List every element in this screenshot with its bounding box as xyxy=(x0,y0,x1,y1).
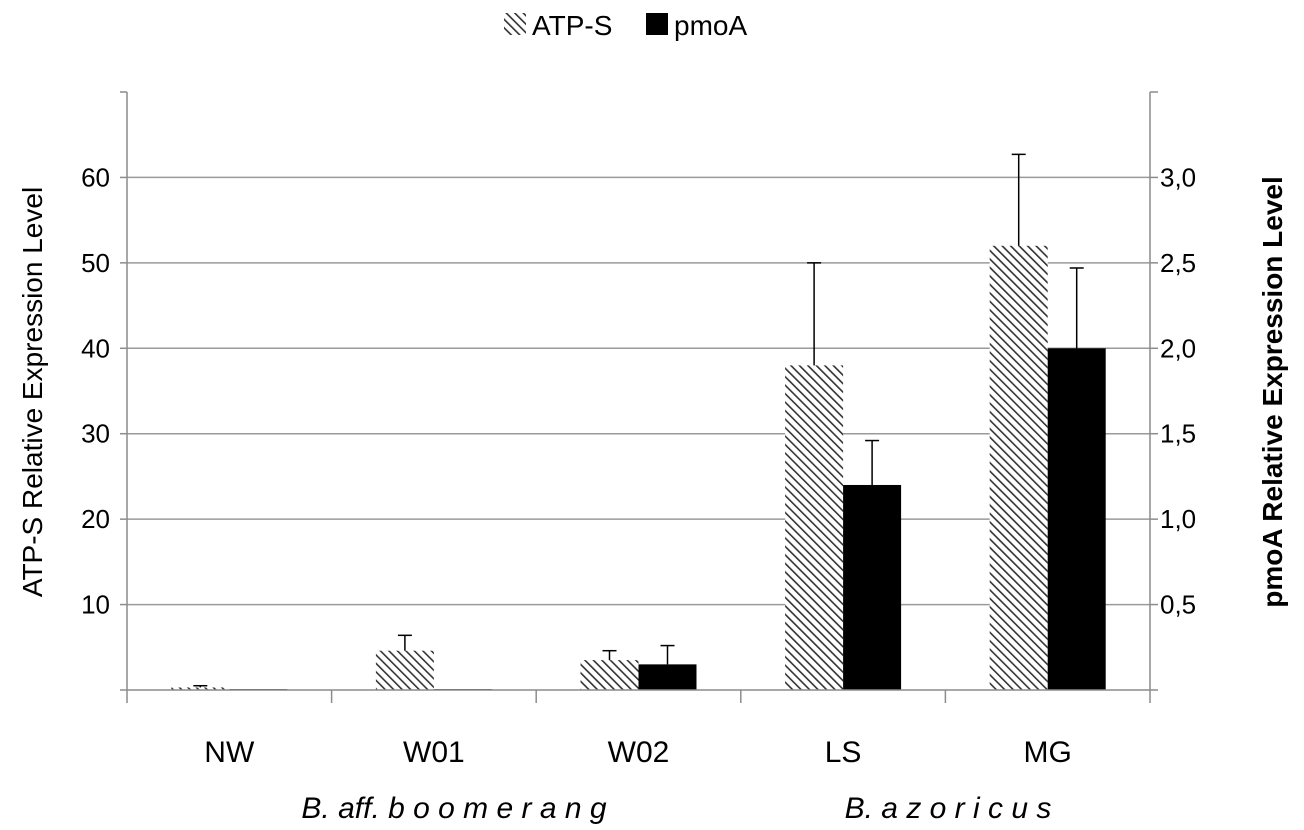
legend-label-atp-s: ATP-S xyxy=(532,10,612,41)
y-right-tick-label: 2,0 xyxy=(1160,333,1196,363)
y-left-tick-label: 30 xyxy=(81,419,110,449)
left-axis-tick-labels: 10 20 30 40 50 60 xyxy=(81,162,110,619)
bar-atp-s-w02 xyxy=(580,660,639,690)
bars xyxy=(171,245,1106,690)
group-label-boomerang: B. aff. b o o m e r a n g xyxy=(301,792,606,825)
legend-swatch-pmoa xyxy=(646,13,668,35)
group-label-azoricus: B. a z o r i c u s xyxy=(845,792,1052,825)
category-label-ls: LS xyxy=(825,736,862,769)
y-right-tick-label: 2,5 xyxy=(1160,248,1196,278)
y-right-tick-label: 0,5 xyxy=(1160,590,1196,620)
y-left-tick-label: 10 xyxy=(81,590,110,620)
bar-atp-s-ls xyxy=(785,365,844,690)
y-right-tick-label: 1,0 xyxy=(1160,504,1196,534)
y-left-tick-label: 60 xyxy=(81,162,110,192)
legend: ATP-S pmoA xyxy=(504,10,747,41)
legend-label-pmoa: pmoA xyxy=(674,10,747,41)
y-right-tick-label: 3,0 xyxy=(1160,162,1196,192)
right-axis-tick-labels: 0,5 1,0 1,5 2,0 2,5 3,0 xyxy=(1160,162,1196,619)
y-right-tick-label: 1,5 xyxy=(1160,419,1196,449)
category-labels: NW W01 W02 LS MG xyxy=(204,736,1072,769)
axes xyxy=(120,91,1158,703)
y-left-tick-label: 40 xyxy=(81,333,110,363)
bar-atp-s-w01 xyxy=(375,650,434,690)
bar-atp-s-mg xyxy=(989,245,1048,690)
category-label-nw: NW xyxy=(204,736,255,769)
category-label-mg: MG xyxy=(1024,736,1072,769)
gridlines xyxy=(127,176,1150,606)
error-bars xyxy=(193,153,1084,688)
y-axis-right-title: pmoA Relative Expression Level xyxy=(1257,176,1288,608)
bar-pmoa-mg xyxy=(1047,348,1106,690)
bar-pmoa-ls xyxy=(843,484,902,690)
category-label-w02: W02 xyxy=(608,736,670,769)
category-label-w01: W01 xyxy=(403,736,465,769)
y-axis-left-title: ATP-S Relative Expression Level xyxy=(17,187,48,597)
bar-atp-s-nw xyxy=(171,687,230,690)
bar-pmoa-w02 xyxy=(638,664,697,690)
y-left-tick-label: 50 xyxy=(81,248,110,278)
legend-swatch-atp-s xyxy=(504,13,526,35)
y-left-tick-label: 20 xyxy=(81,504,110,534)
